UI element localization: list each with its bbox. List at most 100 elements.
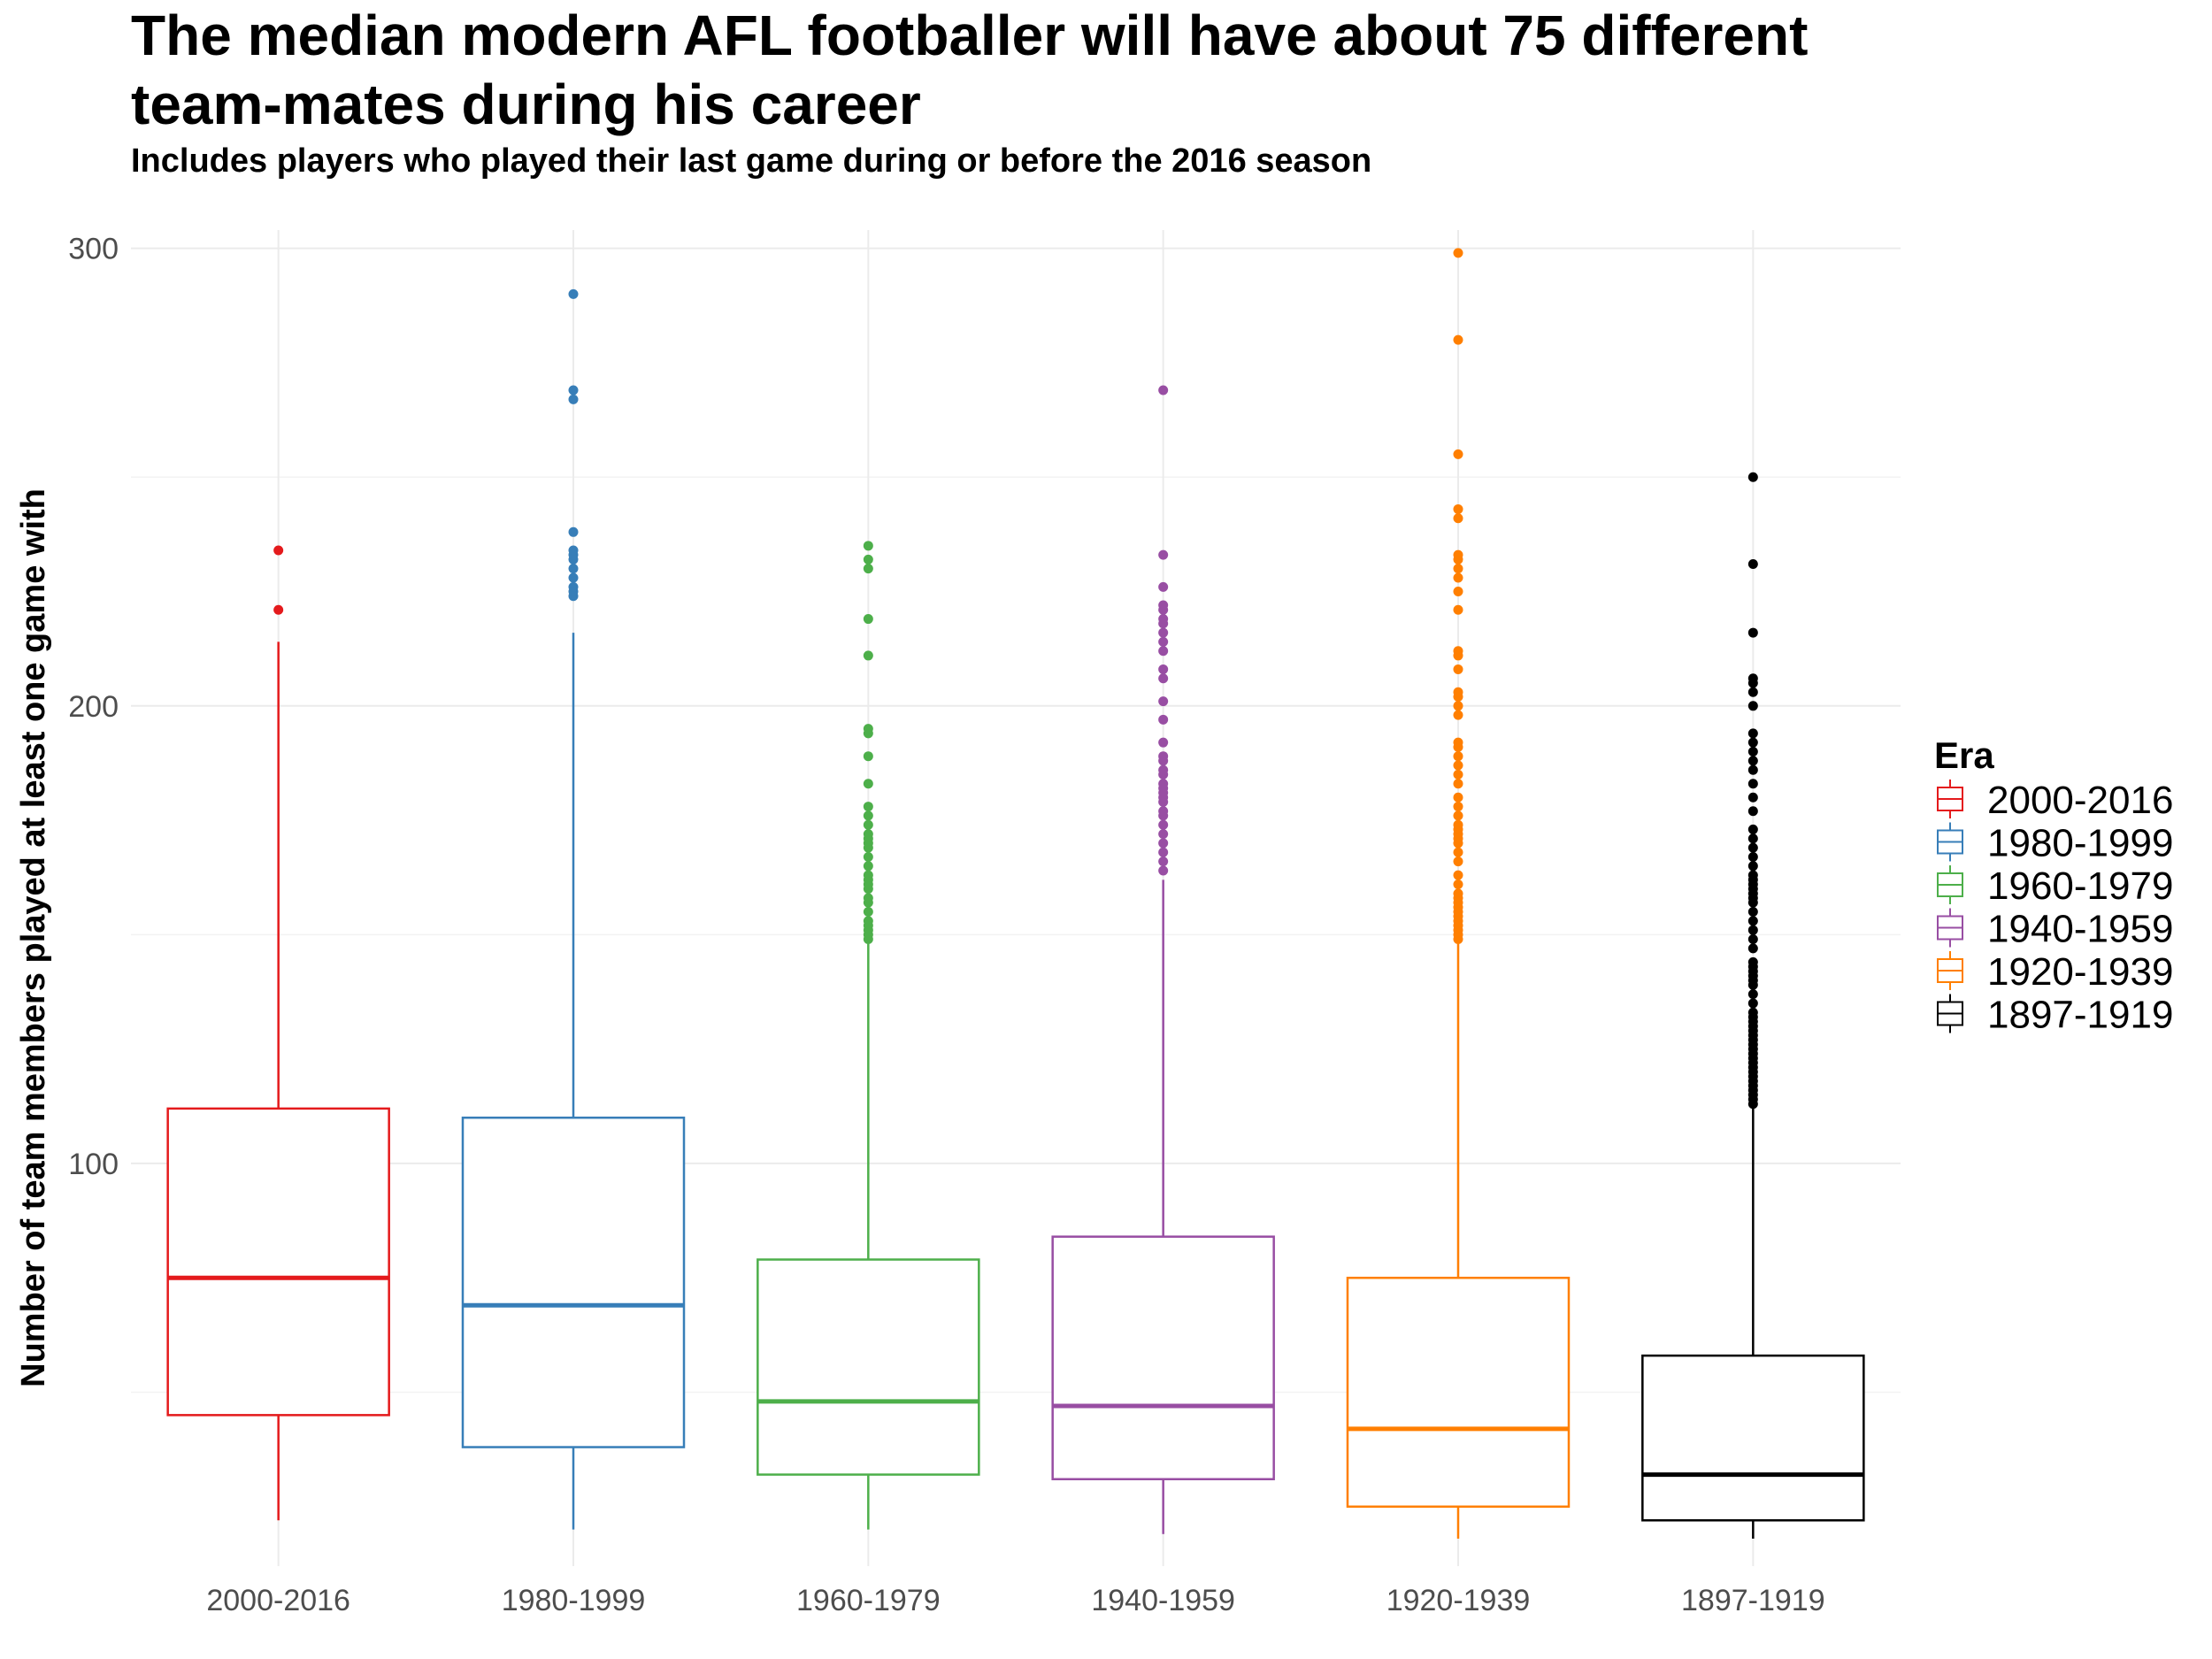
x-tick-label: 1897-1919	[1681, 1584, 1825, 1617]
outlier-point	[1747, 747, 1758, 757]
outlier-point	[1453, 513, 1463, 524]
box-1980-1999	[461, 288, 686, 1530]
outlier-point	[863, 907, 873, 918]
legend: Era 2000-20161980-19991960-19791940-1959…	[1934, 734, 2173, 1037]
outlier-point	[1453, 701, 1463, 711]
outlier-point	[1158, 856, 1169, 867]
outlier-point	[1158, 806, 1169, 817]
x-axis: 2000-2016 1980-1999 1960-1979 1940-1959 1920…	[206, 1584, 1824, 1617]
outlier-point	[1747, 737, 1758, 748]
outlier-point	[568, 288, 579, 299]
outlier-point	[1453, 802, 1463, 812]
outlier-point	[1453, 737, 1463, 748]
outlier-point	[863, 614, 873, 625]
outlier-point	[1453, 888, 1463, 899]
outlier-point	[1747, 792, 1758, 803]
outlier-point	[1747, 842, 1758, 853]
outlier-point	[1747, 728, 1758, 739]
gridlines	[131, 230, 1901, 1566]
chart-title-line2: team-mates during his career	[131, 73, 921, 136]
outlier-point	[863, 554, 873, 565]
outlier-point	[568, 564, 579, 574]
outlier-point	[1158, 779, 1169, 789]
outlier-point	[863, 893, 873, 903]
outlier-point	[863, 564, 873, 574]
outlier-point	[1158, 673, 1169, 684]
outlier-point	[1747, 916, 1758, 926]
outlier-point	[863, 779, 873, 789]
outlier-point	[1747, 756, 1758, 766]
outlier-point	[1453, 572, 1463, 583]
outlier-point	[863, 870, 873, 880]
outlier-point	[1453, 248, 1463, 258]
legend-label: 1980-1999	[1987, 822, 2173, 865]
outlier-point	[1158, 696, 1169, 707]
legend-item-2000-2016: 2000-2016	[1937, 779, 2173, 822]
legend-item-1960-1979: 1960-1979	[1937, 864, 2173, 908]
box-1960-1979	[757, 541, 980, 1530]
outlier-point	[1158, 819, 1169, 830]
outlier-point	[1747, 673, 1758, 684]
outlier-point	[1453, 646, 1463, 657]
outlier-point	[1747, 943, 1758, 954]
outlier-point	[1747, 998, 1758, 1009]
x-tick-label: 1980-1999	[502, 1584, 646, 1617]
outlier-point	[1747, 701, 1758, 711]
outlier-point	[568, 385, 579, 396]
outlier-point	[1453, 587, 1463, 597]
outlier-point	[1747, 806, 1758, 817]
outlier-point	[863, 650, 873, 661]
outlier-point	[273, 545, 284, 556]
outlier-point	[1158, 847, 1169, 857]
outlier-point	[1453, 856, 1463, 867]
legend-label: 1960-1979	[1987, 864, 2173, 908]
x-tick-label: 1920-1939	[1386, 1584, 1531, 1617]
legend-title: Era	[1934, 734, 1994, 776]
outlier-point	[1747, 934, 1758, 945]
outlier-point	[1453, 549, 1463, 560]
x-tick-label: 1960-1979	[796, 1584, 941, 1617]
iqr-box	[1051, 1235, 1275, 1480]
outlier-point	[1158, 737, 1169, 748]
legend-label: 1920-1939	[1987, 950, 2173, 994]
outlier-point	[1453, 769, 1463, 780]
outlier-point	[1747, 956, 1758, 967]
outlier-point	[1453, 879, 1463, 889]
outlier-point	[1747, 851, 1758, 862]
legend-label: 1940-1959	[1987, 908, 2173, 951]
outlier-point	[1747, 472, 1758, 482]
y-tick-label: 100	[68, 1148, 119, 1181]
chart-title-line1: The median modern AFL footballer will ha…	[131, 4, 1808, 67]
outlier-point	[1747, 627, 1758, 638]
outlier-point	[1158, 751, 1169, 762]
outlier-point	[1747, 687, 1758, 697]
outlier-point	[1747, 989, 1758, 1000]
outlier-point	[1453, 687, 1463, 697]
outlier-point	[863, 819, 873, 830]
box-1897-1919	[1641, 472, 1865, 1539]
legend-label: 2000-2016	[1987, 779, 2173, 822]
outlier-point	[1747, 779, 1758, 789]
outlier-point	[1453, 847, 1463, 857]
outlier-point	[1747, 907, 1758, 918]
outlier-point	[863, 751, 873, 762]
outlier-point	[863, 802, 873, 812]
outlier-point	[568, 526, 579, 537]
box-2000-2016	[166, 545, 390, 1521]
outlier-point	[1453, 779, 1463, 789]
iqr-box	[1346, 1276, 1571, 1509]
outlier-point	[1158, 714, 1169, 725]
outlier-point	[1158, 581, 1169, 592]
y-tick-label: 200	[68, 690, 119, 724]
outlier-point	[273, 604, 284, 615]
outlier-point	[1747, 870, 1758, 880]
outlier-point	[1158, 549, 1169, 560]
outlier-point	[1453, 664, 1463, 674]
outlier-point	[863, 829, 873, 840]
legend-item-1940-1959: 1940-1959	[1937, 908, 2173, 951]
outlier-point	[1747, 764, 1758, 775]
outlier-point	[1158, 627, 1169, 638]
outlier-point	[568, 572, 579, 583]
outlier-point	[863, 916, 873, 926]
